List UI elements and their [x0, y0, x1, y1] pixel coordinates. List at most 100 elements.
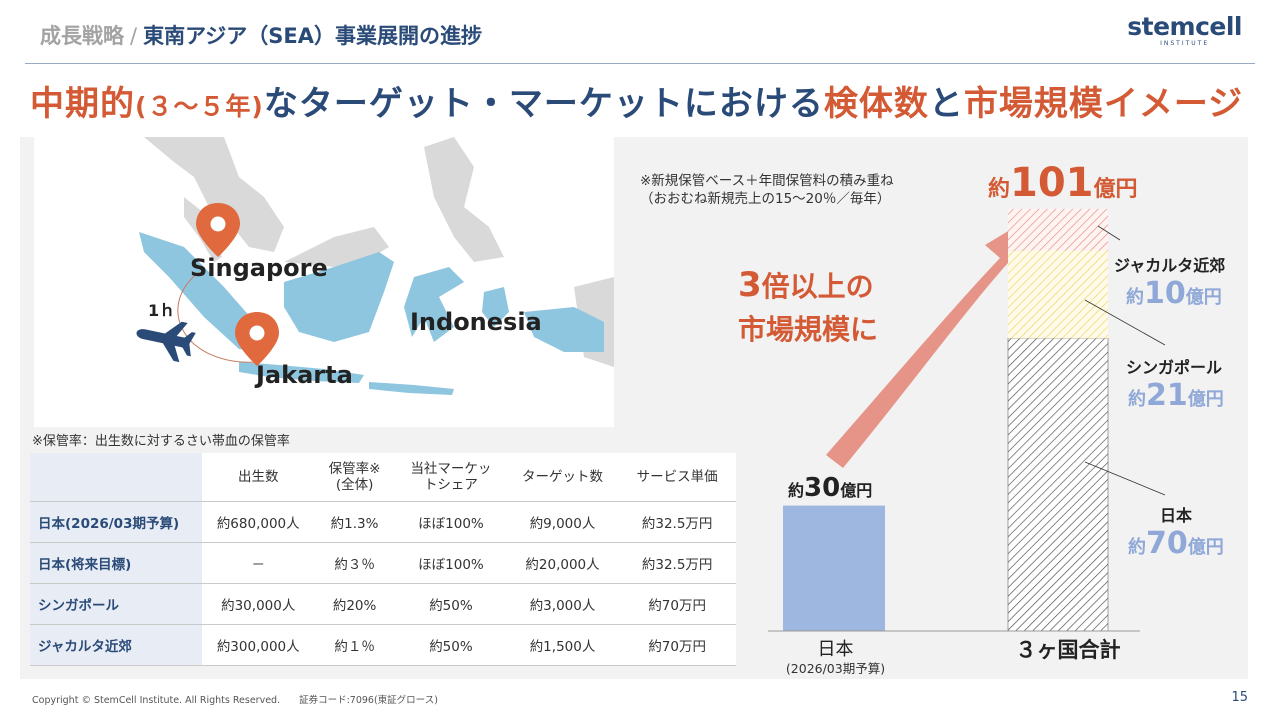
land-borneo: [284, 252, 394, 342]
table-row: ジャカルタ近郊 約300,000人 約１％ 約50% 約1,500人 約70万円: [30, 624, 736, 666]
chart-note: ※新規保管ベース＋年間保管料の積み重ね （おおむね新規売上の15～20％／毎年）: [640, 172, 894, 208]
title-part-6: 市場規模イメージ: [963, 84, 1244, 124]
map-graphic: [136, 137, 614, 395]
bar-japan: [783, 505, 885, 631]
land-maluku: [482, 287, 509, 327]
title-part-3: なターゲット・マーケットにおける: [263, 84, 824, 124]
seg-unit: 億円: [1185, 287, 1222, 308]
seg-prefix: 約: [1128, 537, 1146, 558]
table-footnote: ※保管率：出生数に対するさい帯血の保管率: [32, 434, 290, 449]
table-cell: 約3,000人: [506, 583, 619, 625]
land-borneo-north: [284, 227, 389, 267]
land-sumatra: [139, 232, 264, 352]
table-cell: 約300,000人: [202, 624, 315, 666]
total-prefix: 約: [988, 177, 1011, 202]
seg-prefix: 約: [1128, 389, 1146, 410]
land-java: [239, 362, 364, 383]
seg-value-japan: 約70億円: [1128, 526, 1224, 561]
table-cell: 約680,000人: [202, 501, 315, 543]
page-title: 中期的(３～５年)なターゲット・マーケットにおける検体数と市場規模イメージ: [30, 76, 1243, 125]
table-cell: ほぼ100%: [395, 501, 507, 543]
seg-number: 10: [1144, 276, 1186, 311]
table-corner: [30, 453, 203, 502]
table-row: シンガポール 約30,000人 約20% 約50% 約3,000人 約70万円: [30, 583, 736, 625]
sea-map: Singapore Jakarta Indonesia: [34, 137, 614, 427]
row-label: 日本(2026/03期予算): [30, 501, 203, 543]
seg-prefix: 約: [1126, 287, 1144, 308]
breadcrumb: 成長戦略 / 東南アジア（SEA）事業展開の進捗: [40, 20, 482, 50]
col-header-births: 出生数: [202, 453, 315, 502]
growth-multiplier: 3: [738, 265, 762, 305]
table-cell: 約３％: [314, 542, 396, 584]
logo-wordmark: stemcell: [1127, 12, 1242, 41]
seg-unit: 億円: [1187, 389, 1224, 410]
table-cell: 約50%: [395, 624, 507, 666]
table-header-row: 出生数 保管率※ (全体) 当社マーケッ トシェア ターゲット数 サービス単価: [30, 453, 736, 502]
title-part-4: 検体数: [823, 84, 929, 124]
table-cell: ほぼ100%: [395, 542, 507, 584]
table-cell: 約１％: [314, 624, 396, 666]
total-value-label: 約101億円: [988, 160, 1138, 206]
table-cell: 約70万円: [618, 583, 736, 625]
table-cell: 約9,000人: [506, 501, 619, 543]
singapore-label: Singapore: [190, 254, 328, 282]
japan-bar-prefix: 約: [788, 481, 805, 500]
table-cell: 約30,000人: [202, 583, 315, 625]
land-indochina: [144, 137, 284, 252]
japan-bar-unit: 億円: [840, 481, 873, 500]
stack-seg-singapore: [1008, 250, 1108, 339]
table-row: 日本(将来目標) － 約３％ ほぼ100% 約20,000人 約32.5万円: [30, 542, 736, 584]
seg-value-jakarta: 約10億円: [1126, 276, 1222, 311]
header-divider: [25, 63, 1255, 64]
table-cell: 約70万円: [618, 624, 736, 666]
logo-subtitle: INSTITUTE: [1160, 40, 1210, 47]
chart-note-line-1: ※新規保管ベース＋年間保管料の積み重ね: [640, 173, 894, 189]
category-sublabel-japan: (2026/03期予算): [785, 661, 886, 676]
japan-bar-value-label: 約30億円: [788, 473, 872, 503]
table-cell: －: [202, 542, 315, 584]
jakarta-label: Jakarta: [256, 361, 353, 389]
title-part-1: 中期的: [30, 84, 135, 124]
flight-route: [177, 271, 260, 363]
title-part-5: と: [928, 84, 964, 124]
land-philippines: [424, 137, 504, 262]
flight-time-label: 1ｈ: [148, 301, 176, 320]
seg-label-jakarta: ジャカルタ近郊: [1114, 256, 1226, 275]
title-part-2: (３～５年): [135, 92, 264, 121]
growth-arrow: [826, 212, 1040, 468]
table-cell: 約20%: [314, 583, 396, 625]
row-label: 日本(将来目標): [30, 542, 203, 584]
land-sulawesi: [404, 267, 464, 342]
land-lesser-sunda: [369, 382, 454, 395]
leader-singapore: [1084, 299, 1166, 346]
chart-note-line-2: （おおむね新規売上の15～20％／毎年）: [640, 191, 891, 208]
company-logo: stemcell INSTITUTE: [1127, 14, 1242, 47]
stack-seg-japan: [1007, 338, 1109, 632]
seg-number: 21: [1146, 378, 1188, 413]
leader-jakarta: [1097, 225, 1121, 241]
table-cell: 約1.3%: [314, 501, 396, 543]
col-header-market-share: 当社マーケッ トシェア: [395, 453, 507, 502]
table-cell: 約20,000人: [506, 542, 619, 584]
table-cell: 約32.5万円: [618, 501, 736, 543]
leader-japan: [1084, 461, 1166, 496]
growth-text-1: 倍以上の: [761, 270, 874, 303]
table-cell: 約50%: [395, 583, 507, 625]
indonesia-label: Indonesia: [410, 308, 542, 336]
category-label-total: ３ヶ国合計: [1015, 638, 1121, 662]
total-unit: 億円: [1093, 177, 1138, 202]
table-cell: 約32.5万円: [618, 542, 736, 584]
japan-bar-value: 30: [804, 473, 841, 503]
market-table: 出生数 保管率※ (全体) 当社マーケッ トシェア ターゲット数 サービス単価 …: [30, 453, 736, 666]
growth-text-2: 市場規模に: [738, 312, 879, 346]
land-papua: [524, 307, 604, 352]
stack-seg-jakarta: [1008, 208, 1108, 251]
col-header-unit-price: サービス単価: [618, 453, 736, 502]
growth-callout: 3倍以上の 市場規模に: [738, 262, 878, 349]
page-number: 15: [1231, 690, 1248, 705]
breadcrumb-parent: 成長戦略: [40, 24, 124, 48]
seg-unit: 億円: [1187, 537, 1224, 558]
row-label: シンガポール: [30, 583, 203, 625]
jakarta-pin: [235, 312, 279, 366]
